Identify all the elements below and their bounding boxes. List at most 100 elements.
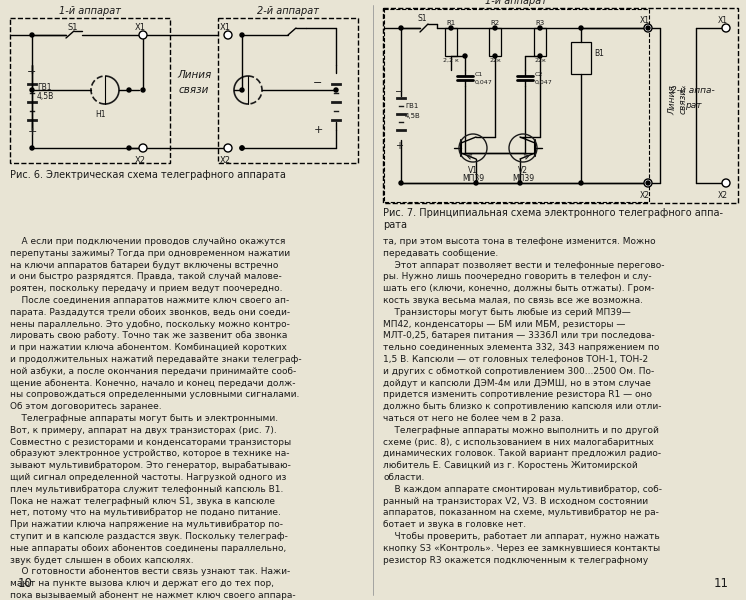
Text: динамических головок. Такой вариант предложил радио-: динамических головок. Такой вариант пред… <box>383 449 661 458</box>
Text: нены параллельно. Это удобно, поскольку можно контро-: нены параллельно. Это удобно, поскольку … <box>10 320 290 329</box>
Text: рата: рата <box>383 220 407 230</box>
Text: звук будет слышен в обоих капсюлях.: звук будет слышен в обоих капсюлях. <box>10 556 194 565</box>
Text: 0,047: 0,047 <box>535 79 553 85</box>
Circle shape <box>646 26 650 30</box>
Text: −: − <box>28 67 37 77</box>
Text: X2: X2 <box>134 156 145 165</box>
Text: Этот аппарат позволяет вести и телефонные перегово-: Этот аппарат позволяет вести и телефонны… <box>383 260 665 269</box>
Circle shape <box>474 181 478 185</box>
Text: В каждом аппарате смонтирован мультивибратор, соб-: В каждом аппарате смонтирован мультивибр… <box>383 485 662 494</box>
Text: Пока не нажат телеграфный ключ S1, звука в капсюле: Пока не нажат телеграфный ключ S1, звука… <box>10 497 275 506</box>
Text: придется изменить сопротивление резистора R1 — оно: придется изменить сопротивление резистор… <box>383 391 652 400</box>
Text: плеч мультивибратора служит телефонный капсюль В1.: плеч мультивибратора служит телефонный к… <box>10 485 283 494</box>
Text: Н1: Н1 <box>95 110 106 119</box>
Circle shape <box>240 146 244 150</box>
Text: тельно соединенных элемента 332, 343 напряжением по: тельно соединенных элемента 332, 343 нап… <box>383 343 659 352</box>
Circle shape <box>493 26 497 30</box>
Circle shape <box>30 146 34 150</box>
Circle shape <box>224 144 232 152</box>
Circle shape <box>646 181 650 185</box>
Text: +: + <box>313 125 323 135</box>
Circle shape <box>579 26 583 30</box>
Text: В1: В1 <box>594 49 604 58</box>
Text: +: + <box>395 141 403 151</box>
Text: Телеграфные аппараты могут быть и электронными.: Телеграфные аппараты могут быть и электр… <box>10 414 278 423</box>
Text: 1-й аппарат: 1-й аппарат <box>59 6 121 16</box>
Text: 22к: 22к <box>489 58 501 63</box>
Text: −: − <box>313 78 323 88</box>
Circle shape <box>579 181 583 185</box>
Text: X1: X1 <box>134 23 145 32</box>
Text: парата. Раздадутся трели обоих звонков, ведь они соеди-: парата. Раздадутся трели обоих звонков, … <box>10 308 290 317</box>
Text: R1: R1 <box>446 20 456 26</box>
Text: МП39: МП39 <box>462 174 484 183</box>
Text: ны сопровождаться определенными условными сигналами.: ны сопровождаться определенными условным… <box>10 391 299 400</box>
Circle shape <box>493 54 497 58</box>
Text: 2,2 к: 2,2 к <box>443 58 459 63</box>
Circle shape <box>240 88 244 92</box>
Text: Чтобы проверить, работает ли аппарат, нужно нажать: Чтобы проверить, работает ли аппарат, ну… <box>383 532 659 541</box>
Text: 22к: 22к <box>534 58 546 63</box>
Text: на ключи аппаратов батареи будут включены встречно: на ключи аппаратов батареи будут включен… <box>10 260 278 269</box>
Text: и других с обмоткой сопротивлением 300...2500 Ом. По-: и других с обмоткой сопротивлением 300..… <box>383 367 654 376</box>
Text: 1-й аппарат: 1-й аппарат <box>485 0 546 6</box>
Circle shape <box>30 88 34 92</box>
Text: та, при этом высота тона в телефоне изменится. Можно: та, при этом высота тона в телефоне изме… <box>383 237 656 246</box>
Text: рат: рат <box>685 101 701 110</box>
Text: образуют электронное устройство, которое в технике на-: образуют электронное устройство, которое… <box>10 449 289 458</box>
Text: МП39: МП39 <box>512 174 534 183</box>
Text: шать его (ключи, конечно, должны быть отжаты). Гром-: шать его (ключи, конечно, должны быть от… <box>383 284 654 293</box>
Text: зывают мультивибратором. Это генератор, вырабатываю-: зывают мультивибратором. Это генератор, … <box>10 461 291 470</box>
Text: лировать свою работу. Точно так же зазвенит оба звонка: лировать свою работу. Точно так же зазве… <box>10 331 287 340</box>
Text: Линия: Линия <box>177 70 211 80</box>
Text: перепутаны зажимы? Тогда при одновременном нажатии: перепутаны зажимы? Тогда при одновременн… <box>10 249 290 258</box>
Text: щий сигнал определенной частоты. Нагрузкой одного из: щий сигнал определенной частоты. Нагрузк… <box>10 473 286 482</box>
Text: S1: S1 <box>67 23 78 32</box>
Bar <box>10 18 170 163</box>
Bar <box>571 42 591 74</box>
Text: кость звука весьма малая, по связь все же возможна.: кость звука весьма малая, по связь все ж… <box>383 296 643 305</box>
Text: Линия
связи: Линия связи <box>668 86 688 115</box>
Circle shape <box>240 146 244 150</box>
Text: дойдут и капсюли ДЭМ-4м или ДЭМШ, но в этом случае: дойдут и капсюли ДЭМ-4м или ДЭМШ, но в э… <box>383 379 651 388</box>
Text: МП42, конденсаторы — БМ или МБМ, резисторы —: МП42, конденсаторы — БМ или МБМ, резисто… <box>383 320 625 329</box>
Text: и продолжительных нажатий передавайте знаки телеграф-: и продолжительных нажатий передавайте зн… <box>10 355 301 364</box>
Text: X2: X2 <box>718 191 728 200</box>
Circle shape <box>334 88 338 92</box>
Text: Об этом договоритесь заранее.: Об этом договоритесь заранее. <box>10 402 162 411</box>
Text: Совместно с резисторами и конденсаторами транзисторы: Совместно с резисторами и конденсаторами… <box>10 437 291 446</box>
Text: любитель Е. Савицкий из г. Коростень Житомирской: любитель Е. Савицкий из г. Коростень Жит… <box>383 461 638 470</box>
Text: области.: области. <box>383 473 424 482</box>
Circle shape <box>644 179 652 187</box>
Text: 2-й аппарат: 2-й аппарат <box>257 6 319 16</box>
Text: X1: X1 <box>640 16 650 25</box>
Text: и при нажатии ключа абонентом. Комбинацией коротких: и при нажатии ключа абонентом. Комбинаци… <box>10 343 287 352</box>
Text: аппаратов, показанном на схеме, мультивибратор не ра-: аппаратов, показанном на схеме, мультиви… <box>383 508 659 517</box>
Circle shape <box>127 146 131 150</box>
Text: R3: R3 <box>536 20 545 26</box>
Circle shape <box>139 144 147 152</box>
Text: и они быстро разрядятся. Правда, такой случай малове-: и они быстро разрядятся. Правда, такой с… <box>10 272 282 281</box>
Text: нет, потому что на мультивибратор не подано питание.: нет, потому что на мультивибратор не под… <box>10 508 281 517</box>
Text: 11: 11 <box>713 577 729 590</box>
Circle shape <box>722 179 730 187</box>
Circle shape <box>141 88 145 92</box>
Bar <box>384 9 649 202</box>
Text: щение абонента. Конечно, начало и конец передачи долж-: щение абонента. Конечно, начало и конец … <box>10 379 295 388</box>
Text: R2: R2 <box>490 20 500 26</box>
Text: 0,047: 0,047 <box>475 79 493 85</box>
Text: При нажатии ключа напряжение на мультивибратор по-: При нажатии ключа напряжение на мультиви… <box>10 520 283 529</box>
Text: V1: V1 <box>468 166 478 175</box>
Bar <box>383 8 738 203</box>
Text: А если при подключении проводов случайно окажутся: А если при подключении проводов случайно… <box>10 237 286 246</box>
Text: После соединения аппаратов нажмите ключ своего ап-: После соединения аппаратов нажмите ключ … <box>10 296 289 305</box>
Text: +: + <box>28 127 37 137</box>
Text: X2: X2 <box>640 191 650 200</box>
Circle shape <box>722 24 730 32</box>
Bar <box>218 18 358 163</box>
Text: пока вызываемый абонент не нажмет ключ своего аппара-: пока вызываемый абонент не нажмет ключ с… <box>10 591 295 600</box>
Circle shape <box>399 181 403 185</box>
Bar <box>534 28 546 56</box>
Text: 1,5 В. Капсюли — от головных телефонов ТОН-1, ТОН-2: 1,5 В. Капсюли — от головных телефонов Т… <box>383 355 648 364</box>
Text: 10: 10 <box>18 577 32 590</box>
